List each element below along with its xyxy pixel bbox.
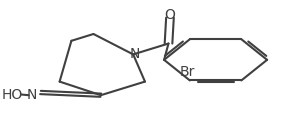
Text: N: N	[27, 88, 37, 101]
Text: N: N	[129, 47, 140, 61]
Text: Br: Br	[179, 65, 195, 79]
Text: HO: HO	[2, 88, 23, 101]
Text: O: O	[164, 8, 176, 22]
